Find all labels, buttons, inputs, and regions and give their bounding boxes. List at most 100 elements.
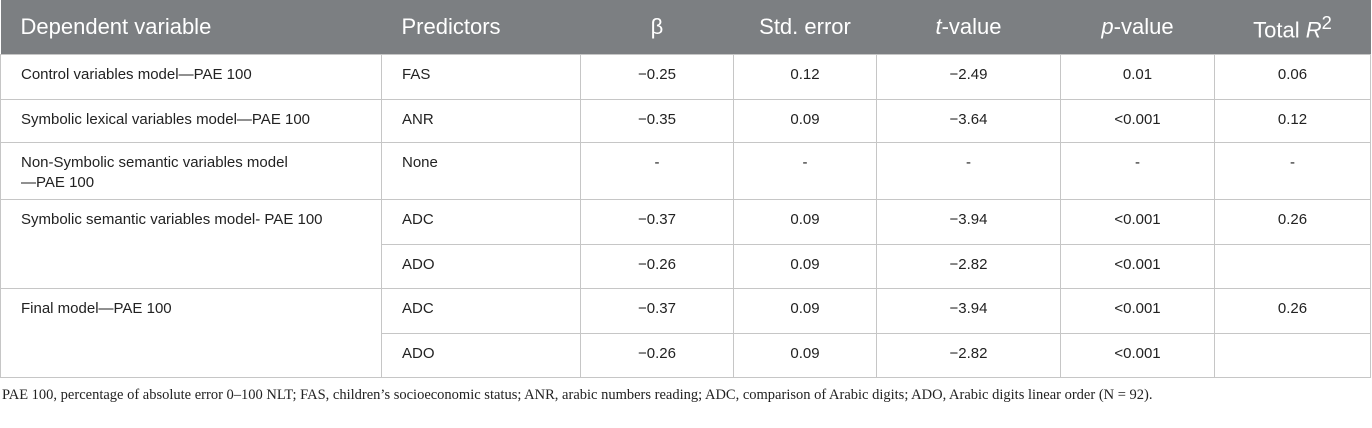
total-r2-text [1229,245,1356,255]
std-error-text: - [802,154,808,171]
header-predictors: Predictors [401,14,501,39]
total-r2-cell [1214,333,1371,378]
header-p-value-rest: -value [1113,14,1174,39]
predictor-cell: ADC [381,199,581,245]
std-error-cell: 0.09 [733,244,877,289]
p-value-cell: 0.01 [1060,54,1215,100]
table-footnote: PAE 100, percentage of absolute error 0–… [2,387,1153,403]
std-error-cell: 0.09 [733,99,877,143]
beta-cell: −0.37 [580,288,734,334]
beta-cell: −0.25 [580,54,734,100]
beta-text: −0.35 [638,111,676,128]
t-value-cell: −2.49 [876,54,1061,100]
beta-cell: - [580,142,734,200]
p-value-text: 0.01 [1122,66,1153,83]
header-std-error: Std. error [759,14,851,39]
beta-text: −0.26 [638,345,676,362]
beta-cell: −0.26 [580,244,734,289]
t-value-text: −3.94 [949,300,988,317]
beta-text: −0.37 [638,211,676,228]
total-r2-cell: 0.06 [1214,54,1371,100]
regression-results-table: Dependent variable Predictors β Std. err… [0,0,1371,378]
total-r2-text [1229,334,1356,344]
std-error-text: 0.12 [790,66,820,83]
predictor-cell: ANR [381,99,581,143]
dependent-variable-text: Non-Symbolic semantic variables model—PA… [21,154,288,191]
header-p-value-italic: p [1101,14,1114,39]
p-value-text: <0.001 [1114,256,1161,273]
header-dependent-variable: Dependent variable [20,14,212,39]
t-value-text: −3.94 [949,211,988,228]
p-value-text: <0.001 [1114,211,1161,228]
dependent-variable-cell: Control variables model—PAE 100 [0,54,382,100]
predictor-text: ADO [402,345,435,362]
p-value-cell: <0.001 [1060,288,1215,334]
header-t-value-italic: t [935,14,942,39]
header-total-r2-sup: 2 [1321,12,1332,34]
beta-cell: −0.35 [580,99,734,143]
p-value-cell: <0.001 [1060,333,1215,378]
p-value-text: <0.001 [1114,345,1161,362]
total-r2-text: 0.26 [1277,211,1308,228]
beta-text: −0.25 [638,66,676,83]
total-r2-text: 0.26 [1277,300,1308,317]
std-error-text: 0.09 [790,256,820,273]
total-r2-cell: 0.12 [1214,99,1371,143]
predictor-cell: ADO [381,244,581,289]
std-error-text: 0.09 [790,300,820,317]
header-total-r2-prefix: Total [1253,17,1306,43]
dependent-variable-text: Symbolic lexical variables model—PAE 100 [21,111,311,128]
predictor-cell: ADO [381,333,581,378]
p-value-cell: <0.001 [1060,99,1215,143]
dependent-variable-cell: Symbolic lexical variables model—PAE 100 [0,99,382,143]
dependent-variable-text: Symbolic semantic variables model- PAE 1… [21,211,323,228]
results-table-container: Dependent variable Predictors β Std. err… [0,0,1371,403]
predictor-text: ADO [402,256,435,273]
total-r2-cell: 0.26 [1214,288,1371,334]
t-value-cell: −2.82 [876,333,1061,378]
table-row: Symbolic lexical variables model—PAE 100… [0,99,1371,143]
predictor-cell: None [381,142,581,200]
std-error-cell: - [733,142,877,200]
dependent-variable-cell: Non-Symbolic semantic variables model—PA… [0,142,382,200]
dependent-variable-cell: Symbolic semantic variables model- PAE 1… [0,199,382,289]
header-beta: β [650,14,664,39]
header-total-r2-italic: R [1305,17,1322,43]
t-value-text: −2.49 [949,66,988,83]
table-row: Final model—PAE 100 ADC −0.37 0.09 −3.94… [0,288,1371,378]
p-value-cell: - [1060,142,1215,200]
t-value-cell: - [876,142,1061,200]
t-value-text: −3.64 [949,111,988,128]
std-error-text: 0.09 [790,211,820,228]
std-error-cell: 0.09 [733,199,877,245]
dependent-variable-text: Final model—PAE 100 [21,300,172,317]
t-value-cell: −2.82 [876,244,1061,289]
total-r2-cell: - [1214,142,1371,200]
p-value-text: <0.001 [1114,111,1161,128]
total-r2-text: 0.12 [1277,111,1308,128]
predictor-text: ADC [402,211,434,228]
predictor-text: ADC [402,300,434,317]
header-t-value: t-value [877,0,1061,55]
total-r2-cell [1214,244,1371,289]
total-r2-cell: 0.26 [1214,199,1371,245]
predictor-cell: ADC [381,288,581,334]
beta-cell: −0.26 [580,333,734,378]
total-r2-text: - [1290,154,1295,171]
p-value-cell: <0.001 [1060,199,1215,245]
header-p-value: p-value [1061,0,1215,55]
t-value-cell: −3.94 [876,199,1061,245]
table-row: ADO −0.26 0.09 −2.82 <0.001 [1,244,1371,289]
t-value-text: −2.82 [949,256,988,273]
table-row: Control variables model—PAE 100 FAS −0.2… [0,54,1371,100]
dependent-variable-cell: Final model—PAE 100 [0,288,382,378]
std-error-text: 0.09 [790,111,820,128]
t-value-text: - [966,154,971,171]
t-value-cell: −3.94 [876,288,1061,334]
predictor-text: ANR [402,111,434,128]
predictor-text: None [402,154,438,171]
t-value-cell: −3.64 [876,99,1061,143]
p-value-cell: <0.001 [1060,244,1215,289]
header-t-value-rest: -value [941,14,1002,39]
table-row: Non-Symbolic semantic variables model—PA… [0,142,1371,200]
